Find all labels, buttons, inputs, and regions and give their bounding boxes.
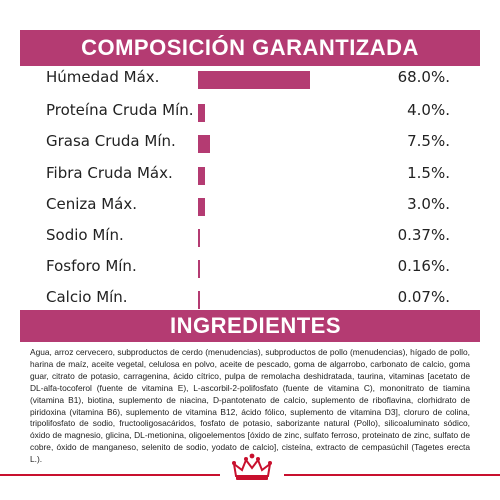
composition-row-value: 0.37%. [397,226,450,244]
royal-canin-crown-icon [232,453,272,480]
composition-row: Sodio Mín. 0.37%. [0,222,500,252]
composition-row: Grasa Cruda Mín. 7.5%. [0,128,500,158]
composition-row: Proteína Cruda Mín. 4.0%. [0,97,500,127]
composition-row-bar [198,229,200,247]
composition-row-value: 7.5%. [407,132,450,150]
composition-row-value: 68.0%. [397,68,450,86]
composition-row: Calcio Mín. 0.07%. [0,284,500,314]
composition-row-bar [198,260,200,278]
composition-row-label: Proteína Cruda Mín. [46,101,194,119]
composition-row-bar [198,198,205,216]
composition-row: Fosforo Mín. 0.16%. [0,253,500,283]
composition-row-label: Calcio Mín. [46,288,128,306]
composition-row-label: Húmedad Máx. [46,68,160,86]
composition-row-value: 4.0%. [407,101,450,119]
composition-row-value: 0.07%. [397,288,450,306]
ingredients-text: Agua, arroz cervecero, subproductos de c… [30,347,470,465]
composition-row-label: Sodio Mín. [46,226,124,244]
footer-divider-right [284,474,500,476]
composition-row-value: 3.0%. [407,195,450,213]
composition-row-bar [198,104,205,122]
composition-row-bar [198,291,200,309]
composition-row-bar [198,167,205,185]
composition-row-label: Fibra Cruda Máx. [46,164,173,182]
composition-row-label: Grasa Cruda Mín. [46,132,176,150]
composition-title: COMPOSICIÓN GARANTIZADA [20,30,480,66]
composition-row: Ceniza Máx. 3.0%. [0,191,500,221]
composition-row-value: 1.5%. [407,164,450,182]
ingredients-title: INGREDIENTES [20,310,480,342]
composition-row-bar [198,71,310,89]
composition-row: Fibra Cruda Máx. 1.5%. [0,160,500,190]
composition-row: Húmedad Máx. 68.0%. [0,64,500,94]
composition-row-value: 0.16%. [397,257,450,275]
composition-row-label: Ceniza Máx. [46,195,137,213]
footer-divider-left [0,474,220,476]
composition-row-label: Fosforo Mín. [46,257,137,275]
composition-row-bar [198,135,211,153]
